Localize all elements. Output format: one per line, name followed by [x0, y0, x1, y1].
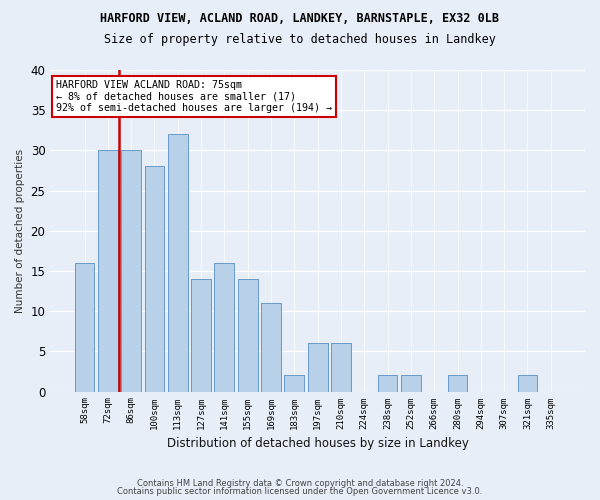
Bar — [214, 263, 234, 392]
Bar — [121, 150, 141, 392]
X-axis label: Distribution of detached houses by size in Landkey: Distribution of detached houses by size … — [167, 437, 469, 450]
Bar — [168, 134, 188, 392]
Bar — [261, 303, 281, 392]
Bar — [191, 279, 211, 392]
Y-axis label: Number of detached properties: Number of detached properties — [15, 148, 25, 313]
Bar — [74, 263, 94, 392]
Bar — [98, 150, 118, 392]
Text: HARFORD VIEW ACLAND ROAD: 75sqm
← 8% of detached houses are smaller (17)
92% of : HARFORD VIEW ACLAND ROAD: 75sqm ← 8% of … — [56, 80, 332, 113]
Text: Size of property relative to detached houses in Landkey: Size of property relative to detached ho… — [104, 32, 496, 46]
Text: Contains HM Land Registry data © Crown copyright and database right 2024.: Contains HM Land Registry data © Crown c… — [137, 478, 463, 488]
Bar — [238, 279, 257, 392]
Text: HARFORD VIEW, ACLAND ROAD, LANDKEY, BARNSTAPLE, EX32 0LB: HARFORD VIEW, ACLAND ROAD, LANDKEY, BARN… — [101, 12, 499, 26]
Bar — [284, 376, 304, 392]
Bar — [331, 344, 351, 392]
Bar — [448, 376, 467, 392]
Bar — [401, 376, 421, 392]
Bar — [145, 166, 164, 392]
Bar — [308, 344, 328, 392]
Bar — [518, 376, 538, 392]
Bar — [377, 376, 397, 392]
Text: Contains public sector information licensed under the Open Government Licence v3: Contains public sector information licen… — [118, 487, 482, 496]
